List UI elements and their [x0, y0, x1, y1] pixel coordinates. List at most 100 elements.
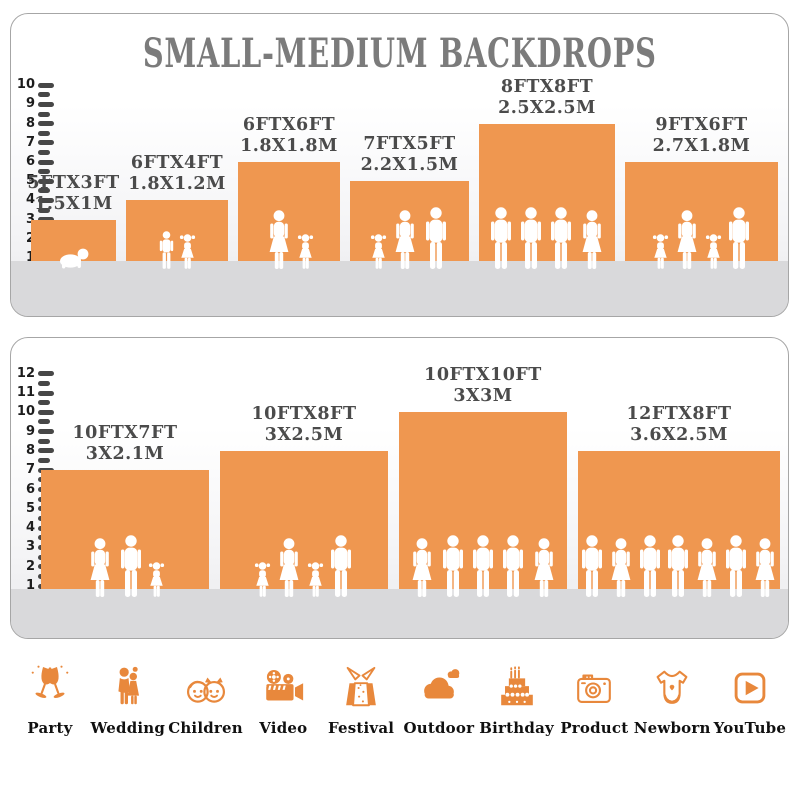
woman-silhouette [578, 210, 606, 269]
bar-size-label: 6FTX6FT 1.8X1.8M [240, 115, 338, 157]
floor [11, 261, 788, 316]
man-silhouette [637, 535, 663, 597]
woman-silhouette [607, 538, 635, 597]
axis-minor-tick [38, 380, 50, 386]
bars-container: 5FTX3FT 1.5X1M 6FTX4FT 1.8X1.2M 6FTX6FT 1.8X1… [27, 77, 778, 261]
axis-tick-label: 9 [25, 423, 35, 439]
bar-size-feet: 10FTX8FT [251, 404, 357, 424]
category-label: Product [560, 719, 629, 737]
floor [11, 589, 788, 638]
bar-size-meters: 3X3M [453, 386, 513, 406]
axis-tick-label: 11 [16, 385, 35, 400]
woman-silhouette [693, 538, 721, 597]
party-icon [31, 665, 69, 698]
category-icons-row: Party Wedding Children Video Festival Outdoor… [14, 665, 786, 737]
bar-size-meters: 3X2.1M [85, 444, 165, 464]
backdrop-bar-7ftx5ft: 7FTX5FT 2.2X1.5M [350, 134, 469, 261]
bar-size-meters: 1.8X1.2M [128, 174, 226, 194]
bar-size-feet: 9FTX6FT [655, 115, 748, 135]
category-label: Festival [327, 719, 395, 737]
axis-minor-tick [38, 92, 50, 98]
backdrop-bar-6ftx4ft: 6FTX4FT 1.8X1.2M [126, 153, 228, 261]
bars-container: 10FTX7FT 3X2.1M 10FTX8FT 3X2.5M 10FTX10FT 3X3… [41, 365, 780, 589]
axis-tick-label: 5 [25, 500, 35, 516]
axis-major-tick [38, 390, 54, 396]
product-icon [577, 674, 612, 703]
axis-tick-label: 6 [25, 481, 35, 497]
bar-size-label: 10FTX7FT 3X2.1M [72, 423, 177, 465]
man-silhouette [488, 207, 514, 269]
bar-size-feet: 6FTX4FT [130, 153, 224, 173]
festival-icon [346, 666, 376, 707]
backdrop-bar-10ftx8ft: 10FTX8FT 3X2.5M [220, 404, 388, 589]
people-silhouettes [399, 535, 567, 597]
category-label: Video [259, 719, 308, 737]
axis-minor-tick [38, 400, 50, 406]
category-label: Birthday [479, 719, 554, 737]
category-party: Party [14, 665, 86, 737]
outdoor-icon [423, 669, 460, 699]
bar-size-meters: 2.7X1.8M [652, 136, 751, 156]
bar-size-feet: 5FTX3FT [27, 173, 120, 193]
bar-size-label: 10FTX8FT 3X2.5M [251, 404, 356, 446]
man-silhouette [579, 535, 605, 597]
woman-silhouette [275, 538, 303, 597]
category-label: Wedding [90, 719, 166, 737]
bar-size-label: 10FTX10FT 3X3M [424, 365, 542, 407]
girl-silhouette [370, 234, 387, 269]
category-product: Product [558, 665, 630, 737]
backdrop-bar-5ftx3ft: 5FTX3FT 1.5X1M [27, 173, 119, 261]
bar-size-meters: 3X2.5M [264, 425, 344, 445]
axis-tick-label: 9 [25, 96, 35, 112]
backdrop-bar-6ftx6ft: 6FTX6FT 1.8X1.8M [238, 115, 340, 261]
category-children: Children [168, 665, 243, 737]
people-silhouettes [126, 231, 228, 269]
people-silhouettes [350, 207, 469, 269]
bar-size-meters: 2.5X2.5M [498, 98, 596, 118]
man-silhouette [423, 207, 449, 269]
people-silhouettes [220, 535, 388, 597]
page-title: SMALL-MEDIUM BACKDROPS [11, 32, 788, 76]
youtube-icon [734, 672, 766, 704]
page-title-text: SMALL-MEDIUM BACKDROPS [142, 30, 657, 77]
category-outdoor: Outdoor [403, 665, 475, 737]
backdrop-bar-10ftx7ft: 10FTX7FT 3X2.1M [41, 423, 209, 589]
bar-size-meters: 3.6X2.5M [630, 425, 728, 445]
category-label: Party [27, 719, 73, 737]
axis-major-tick [38, 101, 54, 107]
man-silhouette [726, 207, 752, 269]
woman-silhouette [408, 538, 436, 597]
axis-tick-label: 10 [16, 404, 35, 420]
wedding-icon [118, 666, 139, 705]
woman-silhouette [751, 538, 779, 597]
bar-size-meters: 1.8X1.8M [240, 136, 338, 156]
woman-silhouette [673, 210, 701, 269]
woman-silhouette [265, 210, 293, 269]
people-silhouettes [31, 248, 116, 269]
axis-tick-label: 12 [16, 365, 35, 381]
bar-size-label: 7FTX5FT 2.2X1.5M [361, 134, 459, 176]
category-label: Children [168, 719, 243, 737]
man-silhouette [723, 535, 749, 597]
backdrop-bar-12ftx8ft: 12FTX8FT 3.6X2.5M [578, 404, 780, 589]
backdrop-bar-8ftx8ft: 8FTX8FT 2.5X2.5M [479, 77, 615, 261]
man-silhouette [328, 535, 354, 597]
people-silhouettes [625, 207, 778, 269]
bar-size-feet: 12FTX8FT [626, 404, 732, 424]
axis-tick-label: 2 [25, 558, 35, 574]
man-silhouette [518, 207, 544, 269]
axis-major-tick [38, 82, 54, 88]
large-panel: 1 2 3 4 5 6 7 8 9 10 11 12 10FTX7FT 3X2.1M 10FTX8FT 3X… [10, 337, 789, 639]
bar-size-feet: 6FTX6FT [242, 115, 336, 135]
axis-tick-label: 4 [25, 520, 35, 536]
video-icon [263, 669, 304, 701]
man-silhouette [118, 535, 144, 597]
girl-silhouette [705, 234, 722, 269]
man-silhouette [440, 535, 466, 597]
people-silhouettes [238, 210, 340, 269]
bar-size-meters: 1.5X1M [34, 194, 113, 214]
category-video: Video [247, 665, 319, 737]
bar-size-feet: 8FTX8FT [500, 77, 594, 97]
